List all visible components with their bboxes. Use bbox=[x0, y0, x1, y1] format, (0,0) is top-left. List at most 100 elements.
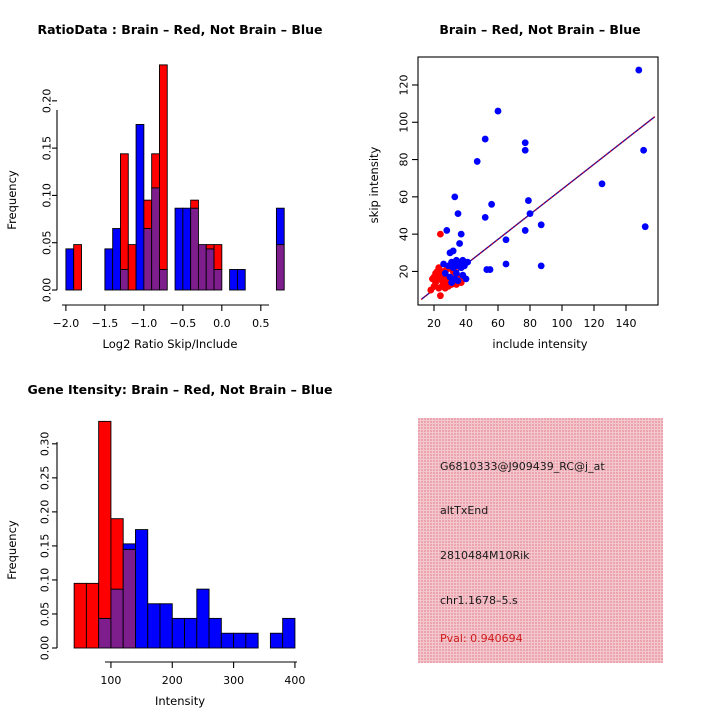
x-tick-label: 100 bbox=[552, 317, 573, 330]
histogram-bar bbox=[190, 207, 199, 291]
info-box: G6810333@J909439_RC@j_at altTxEnd 281048… bbox=[418, 418, 663, 663]
y-tick-label: 0.20 bbox=[41, 89, 54, 114]
x-tick-label: −2.0 bbox=[53, 317, 80, 330]
scatter-point bbox=[481, 213, 489, 221]
histogram-bar bbox=[159, 64, 168, 270]
scatter-point bbox=[502, 236, 510, 244]
x-tick-label: 60 bbox=[491, 317, 505, 330]
ratio-x-axis: −2.0 −1.5 −1.0 −0.5 0.0 0.5 bbox=[53, 304, 270, 330]
x-tick-label: −1.0 bbox=[131, 317, 158, 330]
scatter-point bbox=[456, 240, 463, 247]
y-tick-label: 0.10 bbox=[39, 568, 52, 593]
scatter-points bbox=[427, 66, 649, 300]
histogram-bar bbox=[236, 269, 246, 291]
scatter-point bbox=[635, 66, 643, 74]
scatter-point bbox=[473, 158, 481, 165]
x-tick-label: 20 bbox=[427, 317, 441, 330]
gene-histogram-title: Gene Itensity: Brain – Red, Not Brain – … bbox=[27, 382, 333, 397]
x-tick-label: 80 bbox=[523, 317, 537, 330]
scatter-svg: 20 40 60 80 100 120 20 40 60 80 100 120 140 include… bbox=[367, 56, 659, 351]
x-tick-label: 300 bbox=[223, 674, 244, 687]
histogram-bar bbox=[127, 244, 137, 291]
histogram-bar bbox=[205, 248, 215, 291]
y-tick-label: 0.10 bbox=[41, 183, 54, 208]
histogram-bar bbox=[275, 244, 285, 291]
scatter-point bbox=[451, 193, 459, 201]
histogram-bar bbox=[184, 617, 198, 649]
histogram-bar bbox=[213, 269, 223, 291]
histogram-bar bbox=[269, 632, 284, 649]
histogram-bar bbox=[135, 529, 149, 649]
info-locus: chr1.1678–5.s bbox=[440, 594, 518, 607]
histogram-bar bbox=[229, 269, 238, 291]
scatter-point bbox=[462, 275, 470, 283]
histogram-bar bbox=[147, 603, 161, 649]
scatter-point bbox=[454, 277, 462, 285]
x-tick-label: 100 bbox=[100, 674, 121, 687]
histogram-bar bbox=[233, 632, 247, 649]
histogram-bar bbox=[208, 617, 222, 649]
x-tick-label: 120 bbox=[584, 317, 605, 330]
histogram-bar bbox=[122, 543, 136, 550]
panel-ratio-histogram: RatioData : Brain – Red, Not Brain – Blu… bbox=[0, 0, 360, 360]
histogram-bar bbox=[245, 632, 259, 649]
info-gene-symbol: 2810484M10Rik bbox=[440, 549, 530, 562]
y-tick-label: 0.00 bbox=[39, 636, 52, 661]
scatter-point bbox=[537, 262, 545, 270]
scatter-point bbox=[494, 107, 502, 115]
y-tick-label: 0.15 bbox=[39, 534, 52, 559]
scatter-point bbox=[526, 210, 534, 218]
gene-x-axis: 100 200 300 400 bbox=[100, 661, 305, 687]
histogram-bar bbox=[220, 632, 235, 649]
histogram-bar bbox=[151, 187, 160, 291]
scatter-point bbox=[521, 146, 529, 154]
info-probe-id: G6810333@J909439_RC@j_at bbox=[440, 460, 605, 473]
histogram-bar bbox=[282, 617, 296, 649]
histogram-bar bbox=[135, 124, 145, 291]
histogram-bar bbox=[110, 588, 124, 649]
histogram-bar bbox=[120, 269, 129, 291]
panel-gene-histogram: Gene Itensity: Brain – Red, Not Brain – … bbox=[0, 360, 360, 720]
panel-scatter: Brain – Red, Not Brain – Blue 20 40 60 80 10… bbox=[360, 0, 720, 360]
ratio-y-axis: 0.00 0.05 0.10 0.15 0.20 bbox=[41, 89, 58, 302]
ratio-histogram-bars bbox=[65, 64, 285, 291]
histogram-bar bbox=[85, 582, 100, 649]
histogram-bar bbox=[196, 588, 210, 649]
gene-x-axis-label: Intensity bbox=[155, 694, 205, 708]
y-tick-label: 20 bbox=[398, 264, 411, 278]
scatter-point bbox=[453, 269, 460, 277]
scatter-point bbox=[521, 139, 529, 147]
scatter-point bbox=[457, 230, 465, 238]
x-tick-label: 400 bbox=[284, 674, 305, 687]
y-tick-label: 0.05 bbox=[39, 602, 52, 627]
histogram-bar bbox=[171, 617, 185, 649]
histogram-bar bbox=[73, 582, 87, 649]
y-tick-label: 100 bbox=[398, 112, 411, 133]
gene-histogram-bars bbox=[73, 420, 296, 649]
scatter-y-axis: 20 40 60 80 100 120 bbox=[398, 74, 418, 278]
scatter-point bbox=[464, 258, 471, 266]
y-tick-label: 80 bbox=[398, 153, 411, 167]
y-tick-label: 60 bbox=[398, 190, 411, 204]
histogram-bar bbox=[159, 269, 168, 291]
gene-y-axis: 0.00 0.05 0.10 0.15 0.20 0.25 0.30 bbox=[39, 432, 58, 661]
scatter-point bbox=[435, 264, 443, 272]
histogram-bar bbox=[122, 548, 136, 649]
gene-histogram-svg: 0.00 0.05 0.10 0.15 0.20 0.25 0.30 100 200 300 40… bbox=[5, 420, 305, 708]
scatter-point bbox=[640, 146, 647, 154]
histogram-bar bbox=[120, 153, 129, 270]
ratio-y-axis-label: Frequency bbox=[5, 170, 19, 230]
histogram-bar bbox=[159, 603, 173, 649]
histogram-bar bbox=[143, 228, 153, 291]
ratio-x-axis-label: Log2 Ratio Skip/Include bbox=[103, 337, 238, 351]
x-tick-label: 0.0 bbox=[213, 317, 231, 330]
histogram-bar bbox=[213, 244, 223, 270]
histogram-bar bbox=[275, 207, 285, 246]
histogram-bar bbox=[104, 248, 114, 291]
y-tick-label: 0.20 bbox=[39, 500, 52, 525]
scatter-point bbox=[521, 227, 529, 234]
x-tick-label: 0.5 bbox=[252, 317, 270, 330]
ratio-histogram-svg: 0.00 0.05 0.10 0.15 0.20 −2.0 −1.5 −1.0 −0.5 0.0… bbox=[5, 64, 285, 351]
scatter-plot-box bbox=[417, 56, 659, 306]
